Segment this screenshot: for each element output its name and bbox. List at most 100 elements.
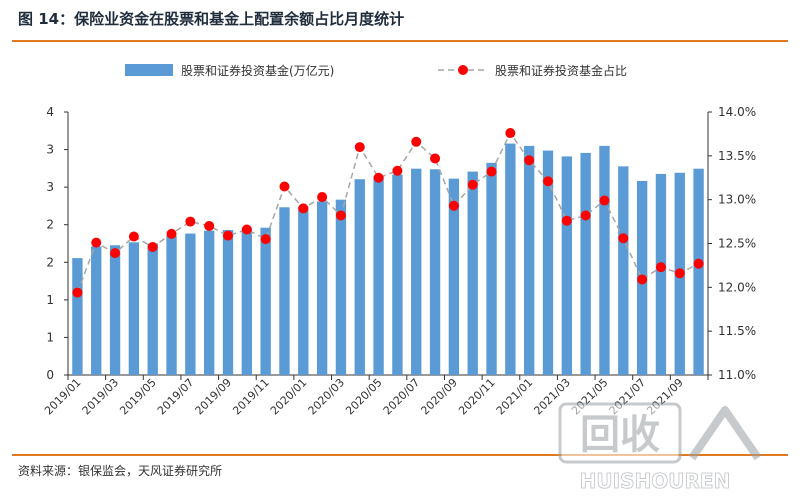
line-point: [693, 258, 704, 269]
chart-title: 图 14：保险业资金在股票和基金上配置余额占比月度统计: [18, 10, 405, 28]
watermark-box: [558, 402, 682, 464]
left-tick-label: 2: [46, 255, 54, 269]
bar-series: [72, 143, 704, 375]
line-point: [637, 274, 648, 285]
bar: [241, 227, 252, 375]
line-point: [72, 287, 83, 298]
bar: [486, 162, 497, 375]
bar: [561, 156, 572, 375]
line-series: [72, 128, 704, 298]
right-tick-label: 14.0%: [718, 105, 756, 119]
line-point: [448, 200, 459, 211]
legend-line-marker: [458, 65, 468, 75]
bar: [448, 178, 460, 375]
left-tick-label: 3: [46, 180, 54, 194]
legend-line-label: 股票和证券投资基金占比: [495, 63, 627, 78]
source-note: 资料来源：银保监会，天风证券研究所: [18, 464, 223, 478]
left-tick-label: 0: [46, 368, 54, 382]
line-point: [317, 192, 328, 203]
line-point: [298, 203, 309, 214]
bar: [204, 230, 215, 375]
line-point: [524, 155, 535, 166]
bar: [373, 176, 384, 375]
bar: [618, 166, 629, 375]
bottom-rule: [12, 454, 788, 456]
x-tick-label: 2019/05: [117, 376, 159, 418]
line-point: [166, 228, 177, 239]
left-tick-label: 4: [46, 105, 54, 119]
x-tick-label: 2019/07: [155, 376, 197, 418]
bar: [185, 233, 196, 375]
bar: [580, 152, 591, 375]
bar: [316, 201, 328, 375]
bar: [467, 171, 478, 375]
bar: [411, 168, 422, 375]
line-point: [580, 210, 591, 221]
x-tick-label: 2019/03: [80, 376, 122, 418]
watermark: 回收 HUISHOUREN: [558, 402, 762, 493]
right-tick-label: 13.0%: [718, 193, 756, 207]
line-point: [91, 237, 102, 248]
bar: [429, 169, 441, 375]
bar: [128, 242, 140, 375]
bar: [298, 206, 309, 375]
line-point: [373, 172, 384, 183]
bar: [542, 150, 554, 375]
watermark-peak-icon: [688, 406, 762, 461]
bar: [335, 199, 347, 375]
right-tick-label: 12.0%: [718, 280, 756, 294]
line-point: [618, 233, 629, 244]
bar: [655, 173, 667, 375]
line-point: [561, 215, 572, 226]
left-tick-label: 2: [46, 218, 54, 232]
legend-bar-label: 股票和证券投资基金(万亿元): [181, 63, 334, 78]
right-tick-label: 13.5%: [718, 149, 756, 163]
x-tick-label: 2019/01: [42, 376, 84, 418]
line-point: [128, 231, 139, 242]
x-tick-label: 2020/03: [306, 376, 348, 418]
line-point: [674, 268, 685, 279]
x-tick-label: 2019/11: [230, 376, 272, 418]
bar: [505, 143, 516, 375]
legend: 股票和证券投资基金(万亿元) 股票和证券投资基金占比: [125, 63, 627, 78]
bar: [91, 246, 102, 375]
line-point: [335, 210, 346, 221]
bar: [524, 145, 535, 375]
line-point: [241, 224, 252, 235]
line-point: [185, 216, 196, 227]
x-tick-label: 2020/01: [268, 376, 310, 418]
combo-chart: 股票和证券投资基金(万亿元) 股票和证券投资基金占比 0 1 1 2 2 3 3 4 11.0% 1…: [42, 63, 756, 418]
right-tick-label: 11.5%: [718, 324, 756, 338]
line-point: [260, 234, 271, 245]
bar: [72, 258, 83, 375]
bar: [222, 230, 234, 375]
watermark-word: HUISHOUREN: [580, 469, 731, 493]
line-point: [505, 128, 516, 139]
line-path: [76, 131, 699, 293]
line-point: [354, 142, 365, 153]
line-point: [467, 179, 478, 190]
bar: [147, 243, 158, 375]
x-tick-label: 2020/11: [456, 376, 498, 418]
x-tick-label: 2020/05: [343, 376, 385, 418]
line-point: [110, 248, 121, 259]
line-point: [392, 165, 403, 176]
x-tick-label: 2019/09: [193, 376, 235, 418]
line-point: [411, 136, 422, 147]
x-tick-label: 2020/07: [381, 376, 423, 418]
line-point: [204, 220, 215, 231]
bar: [279, 207, 290, 375]
bar: [599, 145, 610, 375]
bar: [260, 227, 271, 375]
top-rule: [12, 40, 788, 42]
line-point: [655, 262, 666, 273]
bar: [354, 179, 365, 375]
right-tick-label: 11.0%: [718, 368, 756, 382]
line-point: [279, 181, 290, 192]
line-point: [599, 195, 610, 206]
line-point: [147, 242, 158, 253]
legend-bar-swatch: [125, 64, 173, 76]
right-tick-label: 12.5%: [718, 237, 756, 251]
line-point: [223, 230, 233, 241]
left-tick-label: 3: [46, 143, 54, 157]
